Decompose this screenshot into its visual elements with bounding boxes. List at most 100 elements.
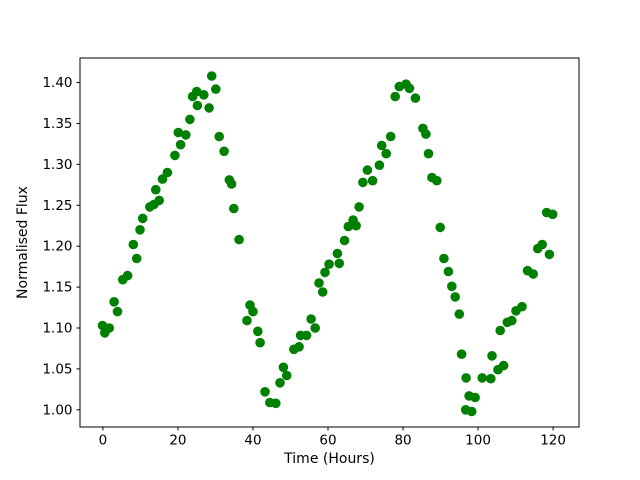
scatter-point <box>226 179 237 189</box>
y-tick-label: 1.20 <box>42 239 72 255</box>
scatter-point <box>432 175 442 186</box>
scatter-point <box>320 267 330 278</box>
scatter-point <box>173 127 184 138</box>
scatter-point <box>229 203 239 214</box>
y-axis-ticks: 1.00 1.05 1.10 1.15 1.20 1.25 1.30 1.35 1.40 <box>42 75 80 418</box>
scatter-point <box>498 360 509 371</box>
scatter-point <box>332 248 343 259</box>
scatter-point <box>450 292 461 302</box>
scatter-point <box>112 306 123 317</box>
scatter-point <box>310 323 321 333</box>
scatter-point <box>487 351 497 361</box>
scatter-point <box>170 150 180 161</box>
scatter-point <box>410 93 421 103</box>
scatter-point <box>255 337 265 348</box>
scatter-point <box>317 287 328 297</box>
scatter-point <box>278 362 289 373</box>
scatter-point <box>517 301 527 312</box>
scatter-point <box>122 270 133 281</box>
scatter-point <box>192 100 203 111</box>
scatter-point <box>185 114 195 125</box>
scatter-point <box>376 140 387 151</box>
scatter-point <box>162 167 173 178</box>
scatter-point <box>204 103 214 113</box>
scatter-point <box>306 314 316 324</box>
y-axis-label: Normalised Flux <box>15 186 31 299</box>
scatter-point <box>470 392 480 403</box>
y-tick-label: 1.25 <box>42 198 72 214</box>
scatter-point <box>528 269 538 279</box>
x-tick-label: 100 <box>465 433 491 449</box>
scatter-point <box>242 315 252 326</box>
scatter-point <box>314 278 324 288</box>
scatter-point <box>404 83 415 94</box>
y-tick-label: 1.35 <box>42 116 72 132</box>
scatter-point <box>461 373 471 383</box>
x-tick-label: 0 <box>99 433 108 449</box>
scatter-point <box>271 398 281 409</box>
scatter-point <box>466 406 477 417</box>
scatter-point <box>381 148 392 159</box>
scatter-point <box>537 239 547 250</box>
scatter-point <box>385 131 396 142</box>
scatter-point <box>439 253 449 264</box>
scatter-point <box>443 266 454 277</box>
scatter-point <box>495 325 506 336</box>
scatter-point <box>390 91 401 102</box>
scatter-point <box>275 378 285 388</box>
scatter-point <box>324 259 334 270</box>
scatter-point <box>206 71 217 81</box>
y-tick-label: 1.10 <box>42 321 72 337</box>
scatter-point <box>447 281 457 292</box>
scatter-point <box>154 195 164 206</box>
x-tick-label: 60 <box>319 433 336 449</box>
y-tick-label: 1.30 <box>42 157 72 173</box>
y-tick-label: 1.15 <box>42 280 72 296</box>
scatter-point <box>351 220 361 231</box>
scatter-point <box>135 225 145 235</box>
scatter-point <box>374 160 385 170</box>
scatter-point <box>219 146 229 157</box>
scatter-point <box>252 326 263 337</box>
scatter-point <box>362 165 373 175</box>
x-tick-label: 80 <box>394 433 411 449</box>
scatter-point <box>358 177 368 188</box>
scatter-point <box>435 222 446 233</box>
scatter-point <box>354 202 364 212</box>
plot-area-border <box>79 57 580 428</box>
scatter-point <box>128 239 139 250</box>
x-axis-ticks: 0 20 40 60 80 100 120 <box>99 427 566 449</box>
scatter-point <box>131 253 142 264</box>
scatter-point <box>151 184 161 195</box>
scatter-points <box>97 71 558 417</box>
scatter-point <box>367 175 378 186</box>
scatter-point <box>477 373 488 383</box>
scatter-point <box>544 249 555 260</box>
scatter-point <box>456 349 467 360</box>
scatter-point <box>175 139 186 150</box>
scatter-point <box>547 209 558 220</box>
x-axis-label: Time (Hours) <box>283 451 375 467</box>
scatter-point <box>260 387 270 397</box>
scatter-point <box>248 306 258 317</box>
scatter-point <box>199 90 209 100</box>
x-tick-label: 40 <box>244 433 261 449</box>
x-tick-label: 120 <box>540 433 566 449</box>
scatter-point <box>281 370 292 381</box>
scatter-point <box>211 84 221 94</box>
scatter-point <box>137 213 148 224</box>
scatter-point <box>109 297 119 307</box>
scatter-point <box>157 174 168 184</box>
scatter-point <box>486 373 496 384</box>
scatter-point <box>214 131 224 142</box>
scatter-point <box>294 342 304 352</box>
scatter-point <box>104 323 115 333</box>
scatter-point <box>421 129 431 139</box>
scatter-point <box>339 235 350 246</box>
y-tick-label: 1.00 <box>42 402 72 418</box>
scatter-point <box>423 148 434 159</box>
y-tick-label: 1.40 <box>42 75 72 91</box>
